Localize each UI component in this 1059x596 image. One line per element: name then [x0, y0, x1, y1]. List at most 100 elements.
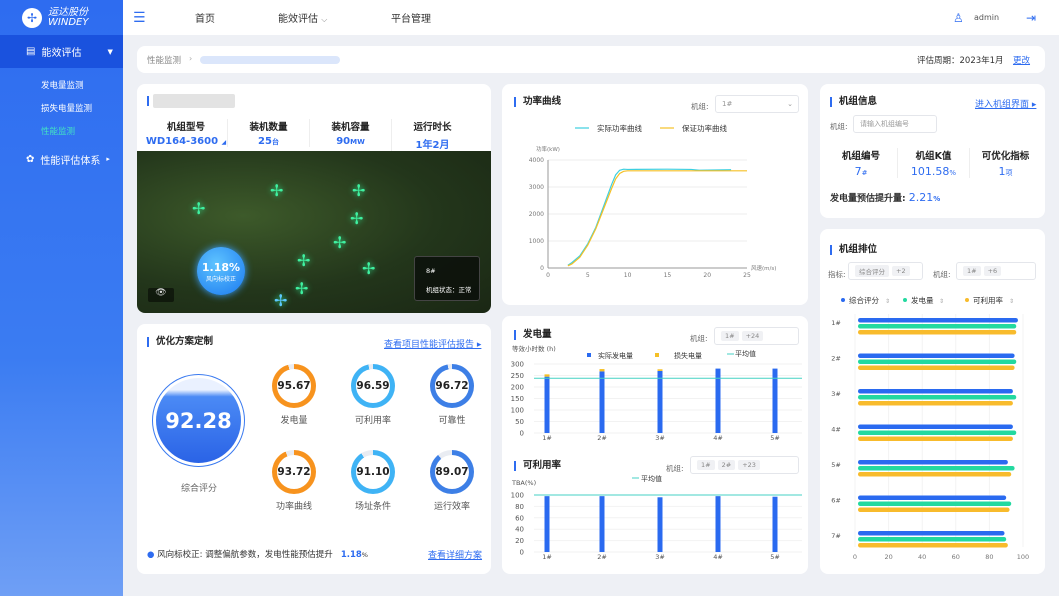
nav-efficiency[interactable]: 能效评估 ⌵ [278, 10, 327, 25]
bar [858, 353, 1015, 358]
energy-unit-select[interactable]: 1# +24 [714, 327, 799, 345]
energy-title: 发电量 [514, 330, 552, 340]
power-curve-chart: 0 1000 2000 3000 4000 0 5 10 15 20 25 功率(kW) 风速(m/s)… [529, 123, 777, 279]
enter-unit-link[interactable]: 进入机组界面 ▸ [975, 100, 1037, 110]
y-tick-label: 2000 [529, 211, 544, 218]
overall-score-gauge: 92.28 [152, 374, 245, 467]
turbine-icon[interactable]: ✢ [333, 233, 347, 252]
turbine-icon[interactable]: ✢ [192, 199, 206, 218]
sidebar-sub-loss[interactable]: 损失电量监测 [41, 104, 93, 114]
calibration-badge[interactable]: 1.18% 风向标校正 [197, 247, 245, 295]
menu-toggle-icon[interactable]: ☰ [133, 9, 146, 26]
bar [657, 369, 663, 371]
ring-label: 可靠性 [438, 416, 466, 426]
score-ring: 91.10 [351, 450, 395, 494]
tag[interactable]: 2# [717, 460, 736, 470]
nav-platform[interactable]: 平台管理 [391, 14, 431, 25]
energy-card: 发电量 机组: 1# +24 可利用率 机组: 1# 2# +23 0 50 100 150… [502, 316, 808, 574]
value: 25 [258, 136, 272, 147]
unit-label: 机组: [666, 464, 684, 473]
detail-link[interactable]: 查看详细方案 [428, 551, 483, 561]
bar [858, 424, 1013, 429]
avail-unit-select[interactable]: 1# 2# +23 [690, 456, 799, 474]
x-tick-label: 5# [770, 434, 780, 442]
y-axis-label: TBA(%) [511, 479, 536, 487]
tag[interactable]: 综合评分 [855, 265, 889, 277]
report-link[interactable]: 查看项目性能评估报告 ▸ [384, 340, 482, 350]
x-tick-label: 2# [597, 434, 607, 442]
change-period-link[interactable]: 更改 [1013, 56, 1031, 66]
tag[interactable]: +2 [892, 266, 910, 276]
value: 1 [998, 165, 1006, 178]
bullet-icon: ● [147, 550, 155, 560]
sidebar-sub-generation[interactable]: 发电量监测 [41, 81, 84, 91]
user-icon: ♙ [953, 10, 964, 25]
label: 性能评估体系 [40, 155, 101, 167]
badge-label: 风向标校正 [205, 276, 236, 283]
y-tick-label: 2# [831, 355, 841, 363]
chevron-down-icon: ⌵ [321, 15, 328, 24]
unit-select[interactable]: 1# ⌄ [715, 95, 799, 113]
placeholder: 请输入机组编号 [860, 120, 909, 128]
chevron-down-icon: ⌄ [787, 100, 793, 108]
eye-icon[interactable]: 👁 [148, 288, 174, 302]
unit-label: 机组: [690, 334, 708, 343]
nav-home[interactable]: 首页 [195, 14, 215, 25]
satellite-map[interactable]: ✢ ✢ ✢ ✢ ✢ ✢ ✢ ✢ ✢ 1.18% 风向标校正 👁 8# 机组状态：正常 [137, 151, 491, 313]
y-tick-label: 0 [520, 430, 524, 438]
tag[interactable]: +6 [983, 266, 1002, 276]
y-tick-label: 0 [520, 549, 524, 557]
breadcrumb-bar: 性能监测 › 评估周期：2023年1月 更改 [137, 46, 1045, 73]
bar [858, 501, 1012, 506]
tag[interactable]: 1# [721, 331, 739, 341]
bar [599, 496, 605, 552]
bar [544, 376, 550, 433]
turbine-icon[interactable]: ✢ [274, 291, 288, 310]
logout-icon[interactable]: ⇥ [1026, 10, 1037, 25]
series-line [567, 168, 732, 266]
topbar: ☰ 首页 能效评估 ⌵ 平台管理 ♙ admin ⇥ [123, 0, 1059, 35]
tag[interactable]: 1# [963, 266, 981, 276]
legend-label: 发电量 [911, 295, 934, 305]
unit-label: 机组: [830, 122, 848, 131]
score-ring: 95.67 [272, 364, 316, 408]
y-tick-label: 7# [831, 532, 841, 540]
power-title: 功率曲线 [514, 97, 561, 107]
turbine-icon[interactable]: ✢ [295, 279, 309, 298]
bar [858, 436, 1013, 441]
y-tick-label: 60 [515, 514, 524, 522]
tag[interactable]: +24 [741, 331, 764, 341]
metric-select[interactable]: 综合评分 +2 [848, 262, 923, 280]
info-title: 机组信息 [830, 97, 877, 107]
farm-stat: 装机容量 90MW [309, 119, 391, 147]
sidebar-sub-performance[interactable]: 性能监测 [41, 127, 76, 137]
legend-label: 损失电量 [674, 351, 702, 360]
caret-down-icon: ▼ [107, 47, 113, 56]
info-stat: 可优化指标 1项 [969, 148, 1041, 178]
unit-search-select[interactable]: 请输入机组编号 [853, 115, 937, 133]
turbine-icon[interactable]: ✢ [362, 259, 376, 278]
sidebar-item-system[interactable]: ✿ 性能评估体系 ▸ [0, 144, 123, 174]
farm-card: 机组型号 WD164-3600 ◢ 装机数量 25台 装机容量 90MW 运行时长 1年2月 … [137, 84, 491, 313]
gear-icon: ✿ [26, 153, 35, 165]
x-tick-label: 5# [770, 553, 780, 561]
rank-unit-select[interactable]: 1# +6 [956, 262, 1036, 280]
logo: ✢ 运达股份 WINDEY [0, 0, 123, 35]
bar [858, 430, 1017, 435]
logo-icon: ✢ [22, 7, 42, 28]
turbine-icon[interactable]: ✢ [270, 181, 284, 200]
unit: 项 [1005, 169, 1013, 177]
username[interactable]: admin [974, 13, 1000, 22]
x-tick-label: 0 [546, 272, 550, 279]
metric-label: 指标: [828, 270, 846, 279]
turbine-icon[interactable]: ✢ [297, 251, 311, 270]
turbine-icon[interactable]: ✢ [352, 181, 366, 200]
ring-value: 95.67 [277, 369, 311, 403]
tag[interactable]: 1# [697, 460, 715, 470]
sidebar-item-efficiency[interactable]: ▤ 能效评估 ▼ [0, 35, 123, 68]
turbine-icon[interactable]: ✢ [350, 209, 364, 228]
tag[interactable]: +23 [738, 460, 760, 470]
y-tick-label: 300 [511, 361, 524, 369]
y-tick-label: 40 [515, 526, 524, 534]
breadcrumb-root[interactable]: 性能监测 [147, 56, 182, 66]
